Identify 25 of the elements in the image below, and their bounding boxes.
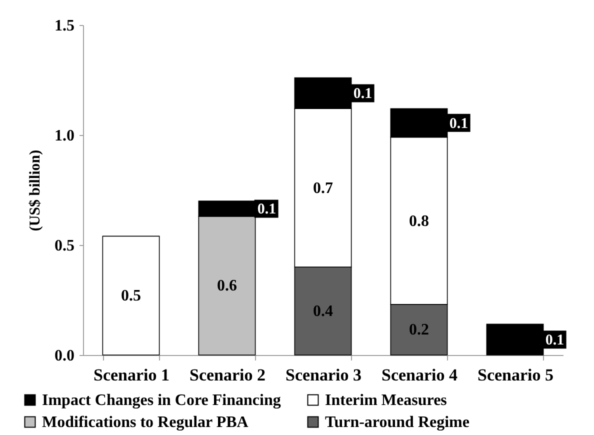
y-tick-label: 1.5 (54, 18, 74, 34)
legend-label: Interim Measures (325, 392, 447, 409)
x-tick-label: Scenario 3 (285, 366, 362, 384)
legend-label: Turn-around Regime (325, 414, 470, 431)
data-label: 0.1 (353, 86, 372, 102)
y-tick-label: 0.5 (54, 238, 74, 254)
x-tick-label: Scenario 4 (381, 366, 458, 384)
data-label: 0.1 (545, 332, 564, 349)
data-label: 0.4 (313, 303, 333, 320)
legend-label: Impact Changes in Core Financing (42, 392, 281, 409)
data-label: 0.2 (409, 322, 429, 339)
data-label: 0.6 (217, 278, 237, 295)
data-label: 0.5 (121, 288, 141, 305)
data-label: 0.1 (449, 116, 468, 132)
x-tick-label: Scenario 2 (189, 366, 266, 384)
legend-label: Modifications to Regular PBA (42, 414, 249, 431)
data-label: 0.7 (313, 180, 333, 197)
y-tick-label: 1.0 (54, 128, 74, 144)
data-label: 0.1 (257, 202, 276, 218)
x-tick-label: Scenario 5 (477, 366, 554, 384)
y-axis-title: (US$ billion) (28, 150, 44, 232)
bar (102, 236, 160, 356)
y-tick-label: 0.0 (54, 348, 74, 364)
x-tick-label: Scenario 1 (93, 366, 170, 384)
data-label: 0.8 (409, 212, 429, 230)
